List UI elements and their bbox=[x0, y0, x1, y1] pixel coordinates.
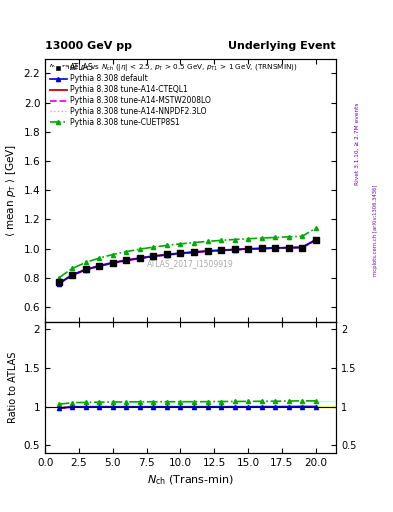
Text: 13000 GeV pp: 13000 GeV pp bbox=[45, 40, 132, 51]
Text: ATLAS_2017_I1509919: ATLAS_2017_I1509919 bbox=[147, 260, 234, 268]
Text: Average $p_{\rm T}$ vs $N_{\rm ch}$ ($|\eta|$ < 2.5, $p_{\rm T}$ > 0.5 GeV, $p_{: Average $p_{\rm T}$ vs $N_{\rm ch}$ ($|\… bbox=[48, 61, 298, 73]
Text: mcplots.cern.ch [arXiv:1306.3436]: mcplots.cern.ch [arXiv:1306.3436] bbox=[373, 185, 378, 276]
Text: Underlying Event: Underlying Event bbox=[228, 40, 336, 51]
X-axis label: $N_{\rm ch}$ (Trans-min): $N_{\rm ch}$ (Trans-min) bbox=[147, 474, 234, 487]
Y-axis label: Ratio to ATLAS: Ratio to ATLAS bbox=[8, 352, 18, 423]
Text: Rivet 3.1.10, ≥ 2.7M events: Rivet 3.1.10, ≥ 2.7M events bbox=[355, 102, 360, 185]
Legend: ATLAS, Pythia 8.308 default, Pythia 8.308 tune-A14-CTEQL1, Pythia 8.308 tune-A14: ATLAS, Pythia 8.308 default, Pythia 8.30… bbox=[48, 61, 213, 130]
Y-axis label: $\langle$ mean $p_{\rm T}$ $\rangle$ [GeV]: $\langle$ mean $p_{\rm T}$ $\rangle$ [Ge… bbox=[4, 144, 18, 237]
